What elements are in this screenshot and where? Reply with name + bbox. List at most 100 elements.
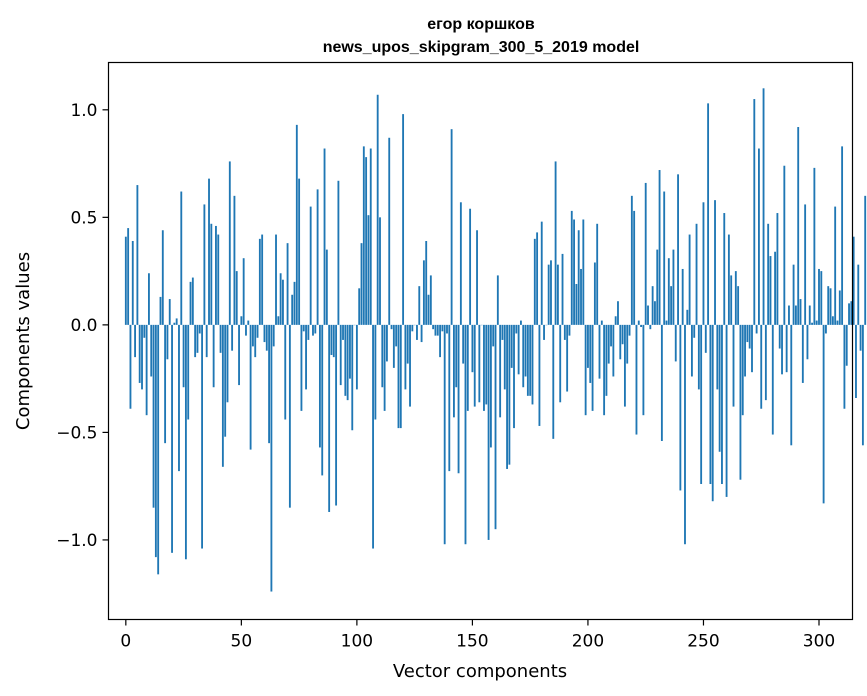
bar-107 bbox=[372, 324, 374, 549]
bar-258 bbox=[721, 324, 723, 485]
bar-204 bbox=[596, 223, 599, 325]
bar-87 bbox=[325, 249, 328, 325]
bar-190 bbox=[563, 324, 566, 340]
bar-270 bbox=[748, 324, 751, 349]
bar-296 bbox=[808, 305, 811, 325]
bar-230 bbox=[656, 249, 659, 325]
bar-12 bbox=[152, 324, 155, 508]
bar-229 bbox=[654, 301, 656, 325]
bar-17 bbox=[164, 324, 167, 444]
bar-55 bbox=[251, 324, 254, 347]
bar-186 bbox=[554, 161, 557, 325]
bar-0 bbox=[124, 236, 127, 325]
bar-28 bbox=[189, 281, 192, 325]
bar-282 bbox=[776, 213, 779, 325]
bar-309 bbox=[838, 290, 841, 325]
bar-263 bbox=[732, 324, 735, 407]
bar-155 bbox=[483, 324, 485, 411]
bar-98 bbox=[351, 324, 354, 431]
bar-157 bbox=[487, 324, 490, 540]
bar-141 bbox=[450, 129, 453, 325]
chart-title: егор коршков bbox=[427, 16, 535, 33]
bar-32 bbox=[198, 324, 201, 334]
bar-71 bbox=[288, 324, 291, 508]
bar-298 bbox=[813, 167, 816, 325]
bar-319 bbox=[861, 324, 864, 446]
bar-211 bbox=[612, 324, 615, 377]
bar-259 bbox=[723, 213, 726, 325]
bar-257 bbox=[718, 324, 721, 452]
bar-216 bbox=[623, 324, 626, 407]
bar-147 bbox=[464, 324, 467, 545]
bar-241 bbox=[681, 268, 684, 325]
bar-203 bbox=[593, 262, 596, 325]
bar-50 bbox=[240, 316, 243, 325]
bar-192 bbox=[568, 324, 571, 336]
bar-92 bbox=[337, 180, 340, 325]
bar-144 bbox=[457, 324, 460, 474]
bar-112 bbox=[383, 324, 386, 411]
bar-49 bbox=[238, 324, 240, 386]
bar-226 bbox=[647, 305, 649, 325]
bar-254 bbox=[711, 324, 714, 502]
bar-236 bbox=[670, 286, 673, 325]
bar-292 bbox=[799, 299, 802, 325]
bar-185 bbox=[552, 324, 555, 439]
bar-104 bbox=[365, 157, 368, 325]
bar-70 bbox=[286, 243, 289, 325]
bar-176 bbox=[531, 324, 534, 405]
y-axis-label: Components values bbox=[13, 252, 34, 430]
bar-131 bbox=[427, 294, 430, 325]
bar-294 bbox=[804, 204, 807, 325]
bar-202 bbox=[591, 324, 594, 411]
bar-166 bbox=[508, 324, 511, 465]
bar-116 bbox=[392, 324, 395, 368]
bar-151 bbox=[473, 324, 476, 407]
bar-261 bbox=[727, 234, 730, 325]
bar-164 bbox=[503, 324, 506, 390]
y-tick-label: 0.5 bbox=[70, 208, 97, 228]
bar-130 bbox=[425, 241, 428, 325]
bar-59 bbox=[261, 234, 264, 325]
bar-43 bbox=[224, 324, 227, 437]
bar-287 bbox=[788, 305, 790, 325]
bar-317 bbox=[857, 264, 860, 325]
bar-318 bbox=[859, 324, 862, 351]
bar-277 bbox=[764, 324, 767, 401]
bar-31 bbox=[196, 324, 199, 353]
bar-153 bbox=[478, 324, 481, 403]
bar-301 bbox=[820, 271, 823, 325]
bar-220 bbox=[633, 210, 636, 325]
bar-15 bbox=[159, 296, 162, 325]
bar-320 bbox=[864, 195, 867, 325]
x-tick-label: 50 bbox=[231, 632, 253, 652]
bar-152 bbox=[476, 230, 478, 325]
bar-97 bbox=[349, 324, 351, 379]
bar-39 bbox=[215, 225, 217, 325]
bar-167 bbox=[510, 324, 513, 368]
bar-117 bbox=[395, 324, 398, 347]
bar-315 bbox=[852, 236, 855, 325]
bar-68 bbox=[282, 279, 284, 325]
bar-161 bbox=[496, 275, 499, 325]
bar-13 bbox=[154, 324, 157, 558]
bar-54 bbox=[249, 324, 252, 450]
bar-129 bbox=[422, 260, 425, 325]
bar-102 bbox=[360, 243, 363, 325]
bar-89 bbox=[330, 324, 333, 355]
bar-74 bbox=[295, 124, 298, 325]
x-axis-label: Vector components bbox=[393, 661, 567, 682]
bar-199 bbox=[584, 324, 587, 416]
bar-212 bbox=[614, 316, 617, 325]
bar-58 bbox=[258, 238, 261, 325]
bar-9 bbox=[145, 324, 148, 416]
bar-11 bbox=[150, 324, 153, 377]
bar-291 bbox=[797, 127, 800, 325]
bar-113 bbox=[386, 324, 388, 362]
bar-91 bbox=[335, 324, 338, 506]
bar-173 bbox=[524, 324, 527, 377]
plot-frame bbox=[107, 61, 854, 621]
bar-312 bbox=[845, 324, 848, 366]
y-tick-label: −1.0 bbox=[56, 531, 97, 551]
bar-206 bbox=[600, 320, 603, 325]
